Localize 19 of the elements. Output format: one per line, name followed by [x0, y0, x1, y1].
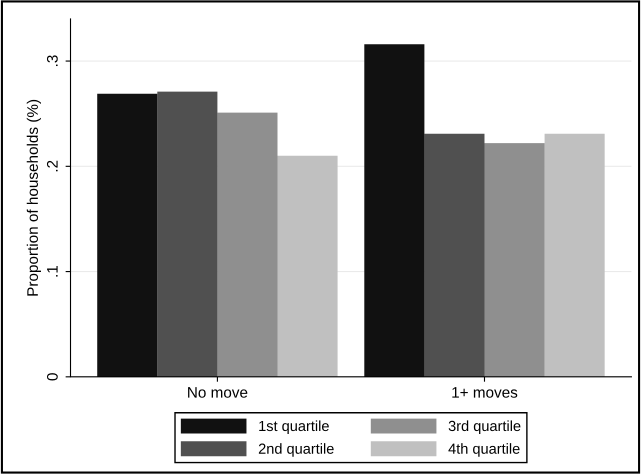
x-tick-label: No move [188, 387, 248, 398]
legend-label: 4th quartile [448, 443, 520, 457]
x-tick-label: 1+ moves [452, 387, 518, 398]
legend-label: 3rd quartile [448, 420, 520, 434]
y-tick-label: .1 [47, 266, 58, 277]
bar [97, 94, 158, 377]
bar [157, 92, 218, 377]
bar [364, 44, 424, 377]
bar [484, 143, 545, 377]
bar [544, 134, 605, 377]
bar [278, 156, 338, 377]
legend-label: 2nd quartile [258, 443, 334, 457]
bar [424, 134, 484, 377]
legend-label: 1st quartile [259, 420, 329, 434]
y-axis-title: Proportion of households (%) [26, 100, 41, 296]
bar [217, 112, 278, 377]
y-tick-label: .3 [46, 55, 58, 66]
y-tick-label: .2 [46, 160, 58, 172]
y-tick-label: 0 [46, 373, 58, 380]
